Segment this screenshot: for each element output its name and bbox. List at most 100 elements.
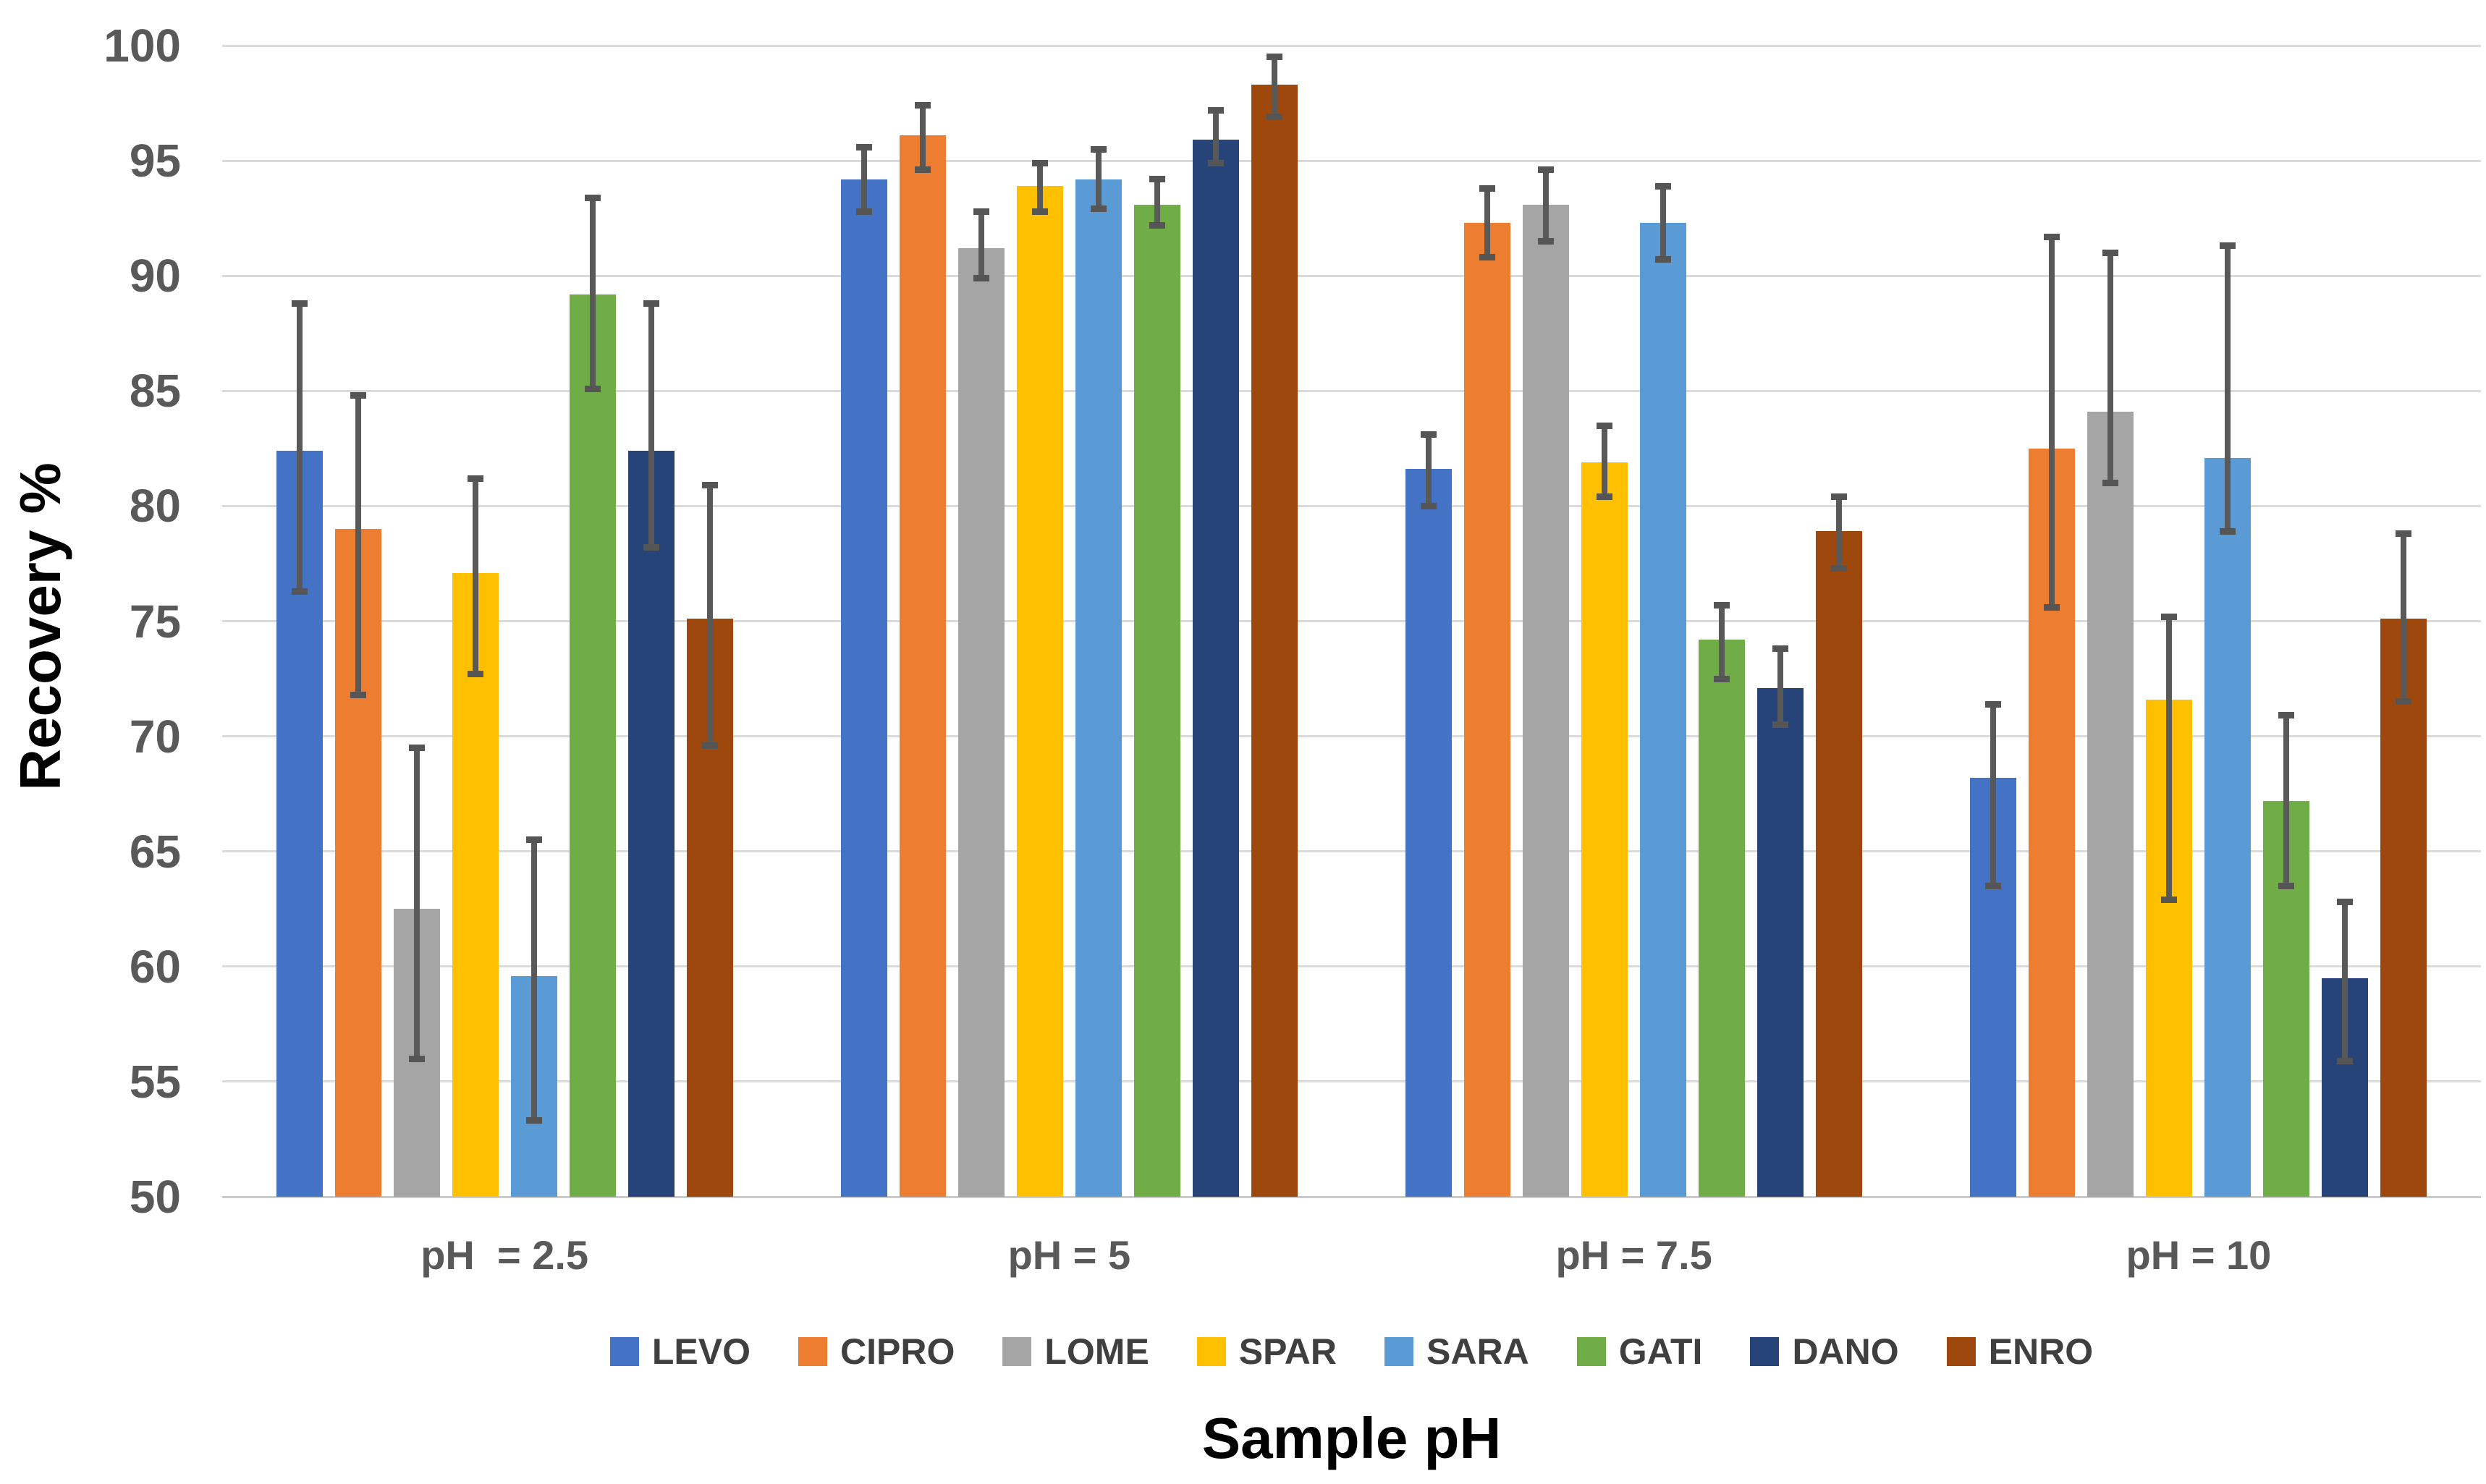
error-bar-cap — [1479, 185, 1496, 192]
error-bar — [355, 395, 361, 695]
error-bar-cap — [408, 745, 425, 751]
error-bar — [413, 747, 420, 1059]
gridline — [222, 735, 2481, 738]
legend-label: GATI — [1618, 1331, 1703, 1372]
error-bar-cap — [1985, 700, 2002, 708]
x-tick-label: pH = 2.5 — [420, 1232, 589, 1278]
error-bar-cap — [1655, 256, 1672, 263]
bar-dano — [627, 451, 675, 1197]
error-bar-cap — [525, 836, 542, 844]
error-bar-cap — [2396, 698, 2412, 705]
error-bar-cap — [2396, 530, 2412, 538]
error-bar — [648, 303, 654, 548]
error-bar — [1271, 56, 1277, 117]
error-bar-cap — [1090, 205, 1107, 213]
error-bar-cap — [350, 691, 366, 698]
error-bar-cap — [1985, 882, 2002, 889]
legend: LEVO CIPRO LOME SPAR SARA GATI DANO ENRO — [222, 1334, 2481, 1370]
y-tick-label: 90 — [129, 250, 181, 302]
legend-label: CIPRO — [840, 1331, 955, 1372]
bar-enro — [2380, 619, 2427, 1197]
error-bar-cap — [1831, 564, 1848, 572]
gridline — [222, 965, 2481, 968]
legend-label: LOME — [1044, 1331, 1149, 1372]
error-bar — [530, 839, 537, 1121]
bar-lome — [2087, 411, 2134, 1197]
error-bar — [861, 147, 867, 212]
legend-label: DANO — [1792, 1331, 1899, 1372]
error-bar — [1990, 704, 1997, 886]
legend-item: ENRO — [1946, 1334, 2093, 1370]
error-bar — [1426, 434, 1432, 506]
legend-swatch — [798, 1337, 827, 1366]
y-tick-label: 50 — [129, 1171, 181, 1223]
error-bar — [978, 211, 984, 279]
y-tick-label: 65 — [129, 825, 181, 878]
error-bar-cap — [1421, 431, 1437, 438]
bar-sara — [1075, 179, 1122, 1197]
error-bar — [2401, 533, 2407, 702]
y-tick-label: 85 — [129, 365, 181, 417]
legend-item: SPAR — [1196, 1334, 1337, 1370]
y-tick-label: 75 — [129, 595, 181, 648]
error-bar-cap — [291, 300, 308, 307]
x-tick-label: pH = 5 — [1007, 1232, 1131, 1278]
bar-gati — [569, 294, 616, 1197]
error-bar-cap — [2102, 249, 2119, 256]
bar-levo — [840, 179, 887, 1197]
error-bar-cap — [1772, 645, 1789, 653]
gridline — [222, 504, 2481, 507]
error-bar-cap — [467, 475, 483, 482]
y-tick-label: 55 — [129, 1055, 181, 1108]
error-bar-cap — [2278, 712, 2295, 719]
bar-dano — [1757, 687, 1804, 1197]
error-bar-cap — [1031, 208, 1048, 215]
error-bar-cap — [584, 194, 601, 201]
legend-item: GATI — [1576, 1331, 1703, 1372]
error-bar-cap — [2220, 242, 2236, 250]
error-bar-cap — [1149, 221, 1165, 229]
legend-swatch — [1384, 1337, 1414, 1366]
error-bar-cap — [1597, 422, 1613, 429]
gridline — [222, 389, 2481, 392]
legend-swatch — [1002, 1337, 1032, 1366]
error-bar-cap — [701, 482, 718, 489]
error-bar-cap — [350, 392, 366, 399]
error-bar-cap — [1266, 114, 1282, 121]
x-tick-label: pH = 7.5 — [1555, 1232, 1712, 1278]
x-axis-title: Sample pH — [1201, 1406, 1502, 1470]
legend-swatch — [1196, 1337, 1226, 1366]
error-bar-cap — [1031, 159, 1048, 166]
error-bar-cap — [1479, 254, 1496, 261]
error-bar-cap — [2337, 1057, 2354, 1064]
legend-label: SARA — [1426, 1331, 1529, 1372]
error-bar-cap — [914, 166, 931, 174]
legend-swatch — [1576, 1337, 1606, 1366]
error-bar — [2166, 616, 2173, 900]
error-bar-cap — [408, 1055, 425, 1062]
bar-gati — [1133, 204, 1180, 1197]
legend-swatch — [609, 1337, 639, 1366]
error-bar — [1484, 188, 1491, 258]
error-bar-cap — [973, 274, 989, 281]
error-bar-cap — [855, 208, 872, 215]
error-bar — [472, 478, 478, 674]
error-bar-cap — [2102, 480, 2119, 487]
gridline — [222, 850, 2481, 853]
bar-enro — [1816, 531, 1863, 1197]
error-bar-cap — [1421, 502, 1437, 509]
bar-dano — [1192, 140, 1239, 1197]
error-bar-cap — [2220, 527, 2236, 535]
error-bar-cap — [2161, 613, 2178, 620]
bar-sara — [2204, 457, 2252, 1197]
error-bar — [1212, 110, 1219, 164]
bar-cipro — [899, 135, 946, 1197]
error-bar — [1777, 648, 1784, 725]
y-tick-label: 95 — [129, 135, 181, 187]
error-bar — [2283, 715, 2290, 886]
y-tick-label: 60 — [129, 940, 181, 993]
bar-levo — [1405, 469, 1453, 1197]
bar-cipro — [1464, 223, 1511, 1197]
error-bar — [1836, 496, 1843, 569]
